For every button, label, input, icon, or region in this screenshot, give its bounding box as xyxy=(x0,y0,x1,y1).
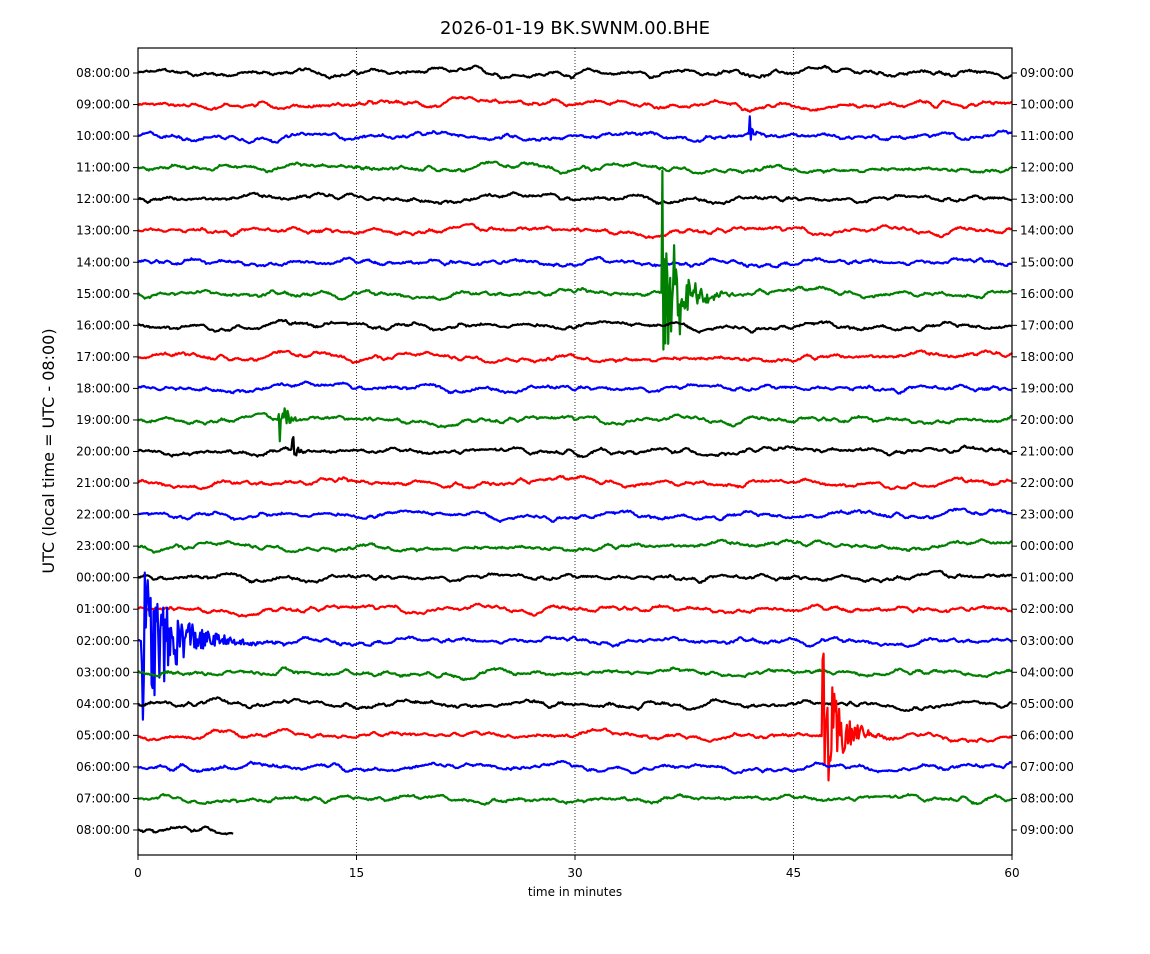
y-tick-label-right: 20:00:00 xyxy=(1020,413,1074,427)
y-tick-label-right: 14:00:00 xyxy=(1020,224,1074,238)
trace-row-04:00:00 xyxy=(137,696,1013,712)
y-tick-label-left: 16:00:00 xyxy=(76,318,130,332)
y-tick-label-right: 09:00:00 xyxy=(1020,823,1074,837)
y-tick-label-left: 13:00:00 xyxy=(76,224,130,238)
trace-row-03:00:00 xyxy=(137,666,1013,682)
y-tick-label-right: 05:00:00 xyxy=(1020,697,1074,711)
y-tick-label-right: 10:00:00 xyxy=(1020,98,1074,112)
trace-row-00:00:00 xyxy=(137,569,1013,584)
trace-row-01:00:00 xyxy=(137,602,1013,618)
y-tick-label-right: 06:00:00 xyxy=(1020,728,1074,742)
trace-row-19:00:00 xyxy=(137,407,1013,443)
trace-row-07:00:00 xyxy=(137,792,1013,806)
y-tick-label-right: 07:00:00 xyxy=(1020,760,1074,774)
trace-row-08:00:00 xyxy=(137,64,1013,80)
trace-row-02:00:00 xyxy=(137,571,1013,721)
y-tick-label-left: 04:00:00 xyxy=(76,697,130,711)
y-tick-label-left: 12:00:00 xyxy=(76,192,130,206)
trace-row-08:00:00 xyxy=(137,825,234,836)
y-tick-label-right: 23:00:00 xyxy=(1020,508,1074,522)
y-tick-label-left: 20:00:00 xyxy=(76,445,130,459)
y-tick-label-left: 11:00:00 xyxy=(76,161,130,175)
y-tick-label-left: 08:00:00 xyxy=(76,823,130,837)
trace-row-17:00:00 xyxy=(137,349,1013,364)
y-tick-label-left: 08:00:00 xyxy=(76,66,130,80)
trace-row-11:00:00 xyxy=(137,160,1013,175)
y-tick-label-right: 17:00:00 xyxy=(1020,318,1074,332)
trace-row-21:00:00 xyxy=(137,474,1013,491)
trace-row-06:00:00 xyxy=(137,759,1013,775)
x-axis-label: time in minutes xyxy=(528,885,622,899)
trace-row-16:00:00 xyxy=(137,318,1013,334)
y-tick-label-left: 22:00:00 xyxy=(76,508,130,522)
y-tick-label-right: 11:00:00 xyxy=(1020,129,1074,143)
trace-row-22:00:00 xyxy=(137,507,1013,523)
y-tick-label-right: 13:00:00 xyxy=(1020,192,1074,206)
trace-row-18:00:00 xyxy=(137,380,1013,395)
y-tick-label-left: 21:00:00 xyxy=(76,476,130,490)
y-tick-label-left: 09:00:00 xyxy=(76,98,130,112)
y-tick-label-left: 14:00:00 xyxy=(76,255,130,269)
trace-row-14:00:00 xyxy=(137,256,1013,269)
y-tick-label-right: 21:00:00 xyxy=(1020,445,1074,459)
trace-row-13:00:00 xyxy=(137,222,1013,240)
right-axis-labels: 09:00:00 10:00:00 11:00:00 12:00:00 13:00:00… xyxy=(1012,66,1074,837)
y-tick-label-left: 23:00:00 xyxy=(76,539,130,553)
y-tick-label-left: 19:00:00 xyxy=(76,413,130,427)
x-tick-label: 30 xyxy=(567,866,582,880)
y-tick-label-right: 08:00:00 xyxy=(1020,791,1074,805)
trace-row-20:00:00 xyxy=(137,436,1013,459)
y-tick-label-left: 17:00:00 xyxy=(76,350,130,364)
trace-row-05:00:00 xyxy=(137,652,1013,782)
y-tick-label-right: 09:00:00 xyxy=(1020,66,1074,80)
y-tick-label-left: 02:00:00 xyxy=(76,634,130,648)
trace-row-15:00:00 xyxy=(137,169,1013,351)
trace-row-12:00:00 xyxy=(137,191,1013,206)
y-tick-label-right: 18:00:00 xyxy=(1020,350,1074,364)
left-axis-labels: 08:00:00 09:00:00 10:00:00 11:00:00 12:00:00… xyxy=(76,66,138,837)
trace-row-23:00:00 xyxy=(137,538,1013,554)
y-tick-label-left: 03:00:00 xyxy=(76,665,130,679)
y-tick-label-right: 00:00:00 xyxy=(1020,539,1074,553)
trace-row-10:00:00 xyxy=(137,115,1013,145)
y-tick-label-right: 01:00:00 xyxy=(1020,571,1074,585)
y-tick-label-right: 19:00:00 xyxy=(1020,381,1074,395)
y-tick-label-right: 02:00:00 xyxy=(1020,602,1074,616)
y-tick-label-left: 18:00:00 xyxy=(76,381,130,395)
gridlines xyxy=(356,48,794,855)
y-tick-label-right: 12:00:00 xyxy=(1020,161,1074,175)
y-tick-label-left: 10:00:00 xyxy=(76,129,130,143)
y-tick-label-right: 04:00:00 xyxy=(1020,665,1074,679)
y-tick-label-right: 15:00:00 xyxy=(1020,255,1074,269)
y-axis-label: UTC (local time = UTC - 08:00) xyxy=(39,328,58,573)
y-tick-label-right: 22:00:00 xyxy=(1020,476,1074,490)
y-tick-label-left: 07:00:00 xyxy=(76,791,130,805)
x-axis: 0 15 30 45 60 xyxy=(134,855,1020,880)
x-tick-label: 0 xyxy=(134,866,142,880)
y-tick-label-right: 16:00:00 xyxy=(1020,287,1074,301)
x-tick-label: 60 xyxy=(1004,866,1019,880)
y-tick-label-right: 03:00:00 xyxy=(1020,634,1074,648)
trace-row-09:00:00 xyxy=(137,95,1013,113)
y-tick-label-left: 15:00:00 xyxy=(76,287,130,301)
traces xyxy=(137,64,1013,836)
x-tick-label: 45 xyxy=(786,866,801,880)
y-tick-label-left: 00:00:00 xyxy=(76,571,130,585)
y-tick-label-left: 01:00:00 xyxy=(76,602,130,616)
y-tick-label-left: 06:00:00 xyxy=(76,760,130,774)
y-tick-label-left: 05:00:00 xyxy=(76,728,130,742)
x-tick-label: 15 xyxy=(349,866,364,880)
chart-title: 2026-01-19 BK.SWNM.00.BHE xyxy=(440,18,710,39)
